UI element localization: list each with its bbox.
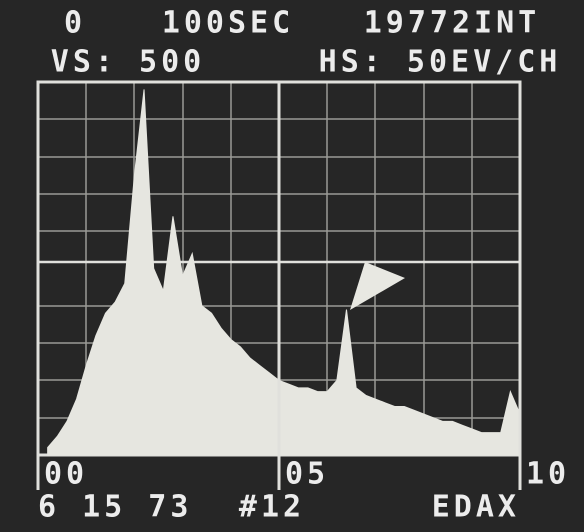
x-tick-label: 10 — [526, 457, 570, 492]
header-text: 0 — [64, 6, 86, 41]
header-text: VS: 500 — [51, 45, 205, 80]
footer-text: EDAX — [432, 490, 520, 525]
header-text: HS: 50EV/CH — [319, 45, 562, 80]
x-tick-label: 05 — [285, 457, 329, 492]
footer-text: #12 — [239, 490, 305, 525]
x-tick-label: 00 — [44, 457, 88, 492]
header-text: 19772INT — [364, 6, 541, 41]
screen: 0 100SEC 19772INT VS: 500 HS: 50EV/CH 6 … — [0, 0, 584, 532]
header-text: 100SEC — [162, 6, 294, 41]
footer-text: 6 15 73 — [38, 490, 192, 525]
